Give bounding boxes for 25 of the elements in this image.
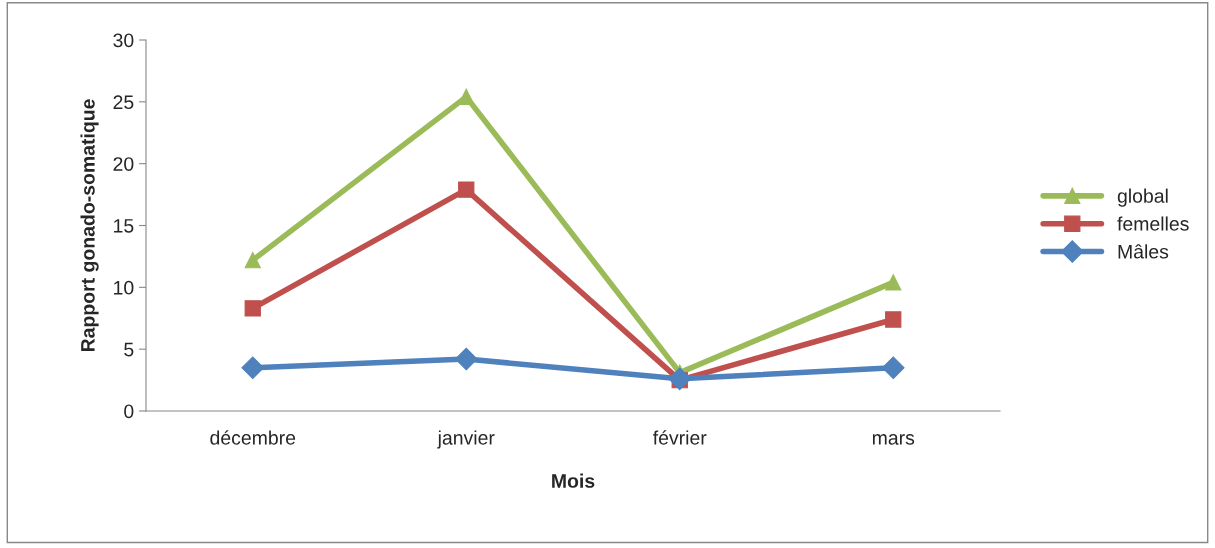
point (458, 88, 475, 106)
legend-label: global (1117, 188, 1168, 207)
point (458, 181, 475, 198)
point (244, 300, 261, 317)
y-tick-label: 10 (114, 280, 134, 295)
y-tick-label: 20 (113, 157, 134, 171)
point (454, 347, 478, 371)
legend-label: femelles (1117, 216, 1189, 231)
y-tick-label: 30 (113, 33, 134, 48)
point (241, 356, 265, 380)
point (885, 274, 902, 291)
x-tick-label: février (653, 430, 707, 445)
x-axis-title: Mois (552, 473, 595, 488)
y-tick-label: 25 (113, 95, 134, 110)
y-tick-label: 5 (124, 342, 134, 357)
x-tick-label: mars (872, 434, 915, 445)
point (885, 311, 902, 328)
point (244, 251, 261, 269)
x-tick-label: janvier (437, 430, 495, 449)
y-axis-title: Rapport gonado-somatique (80, 99, 99, 352)
point (881, 356, 905, 380)
x-tick-label: décembre (210, 430, 296, 445)
legend-label: Mâles (1118, 244, 1169, 259)
y-tick-label: 0 (124, 404, 134, 419)
y-tick-label: 15 (114, 219, 134, 233)
